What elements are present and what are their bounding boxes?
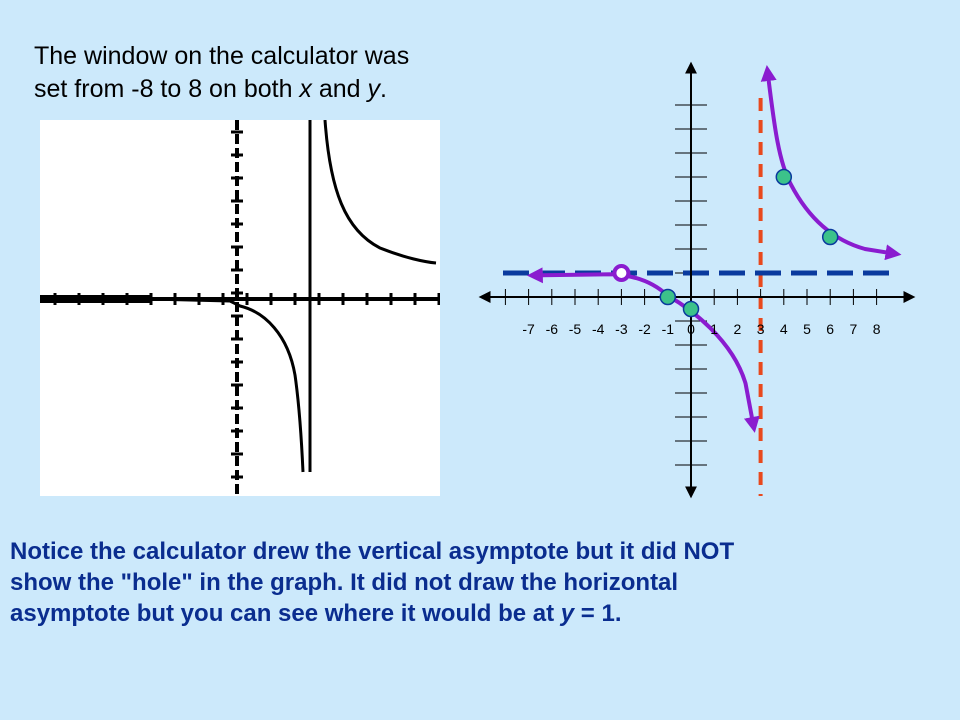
note-line-3-end: = 1. <box>574 600 622 628</box>
calculator-screenshot <box>40 120 440 496</box>
x-tick-label: 3 <box>757 321 765 337</box>
note-variable-y: y <box>560 600 575 628</box>
x-tick-label: 4 <box>780 321 788 337</box>
explanation-note: Notice the calculator drew the vertical … <box>10 536 950 630</box>
calc-upper-branch <box>323 120 437 265</box>
x-tick-label: 0 <box>687 321 695 337</box>
calc-tick-marks <box>53 130 440 479</box>
graph-tick-labels: -7 -6 -5 -4 -3 -2 -1 0 1 2 3 4 5 6 7 8 <box>522 321 880 337</box>
x-tick-label: -2 <box>638 321 651 337</box>
x-tick-label: -4 <box>592 321 605 337</box>
intro-line-2-end: . <box>380 74 387 103</box>
variable-y: y <box>367 74 381 103</box>
graph-point <box>775 168 793 186</box>
x-tick-label: 2 <box>734 321 742 337</box>
graph-svg: -7 -6 -5 -4 -3 -2 -1 0 1 2 3 4 5 6 7 8 <box>478 61 916 499</box>
x-tick-label: -5 <box>569 321 582 337</box>
coordinate-graph: -7 -6 -5 -4 -3 -2 -1 0 1 2 3 4 5 6 7 8 <box>478 60 918 500</box>
calculator-graph-image <box>40 120 440 496</box>
graph-point <box>821 228 839 246</box>
graph-point <box>682 300 700 318</box>
x-tick-label: -3 <box>615 321 628 337</box>
x-tick-label: -6 <box>546 321 559 337</box>
note-line-1: Notice the calculator drew the vertical … <box>10 538 735 565</box>
x-tick-label: -7 <box>522 321 535 337</box>
intro-text: The window on the calculator was set fro… <box>34 40 554 105</box>
hole-point <box>612 264 631 282</box>
intro-line-2-middle: and <box>311 74 368 103</box>
x-tick-label: 1 <box>710 321 718 337</box>
graph-point <box>659 288 677 306</box>
x-tick-label: 8 <box>873 321 881 337</box>
graph-curves <box>526 65 902 433</box>
right-branch-curve <box>760 65 902 261</box>
x-tick-label: -1 <box>662 321 675 337</box>
x-tick-label: 7 <box>850 321 858 337</box>
intro-line-1: The window on the calculator was <box>34 42 410 70</box>
intro-line-2: set from -8 to 8 on both x and y. <box>34 73 554 106</box>
intro-line-2-start: set from -8 to 8 on both <box>34 74 300 103</box>
graph-points <box>612 168 839 318</box>
calc-lower-branch <box>149 297 305 473</box>
note-line-3: asymptote but you can see where it would… <box>10 598 950 629</box>
variable-x: x <box>299 74 312 103</box>
note-line-3-start: asymptote but you can see where it would… <box>10 600 561 628</box>
note-line-2: show the "hole" in the graph. It did not… <box>10 569 679 597</box>
x-tick-label: 5 <box>803 321 811 337</box>
x-tick-label: 6 <box>826 321 834 337</box>
